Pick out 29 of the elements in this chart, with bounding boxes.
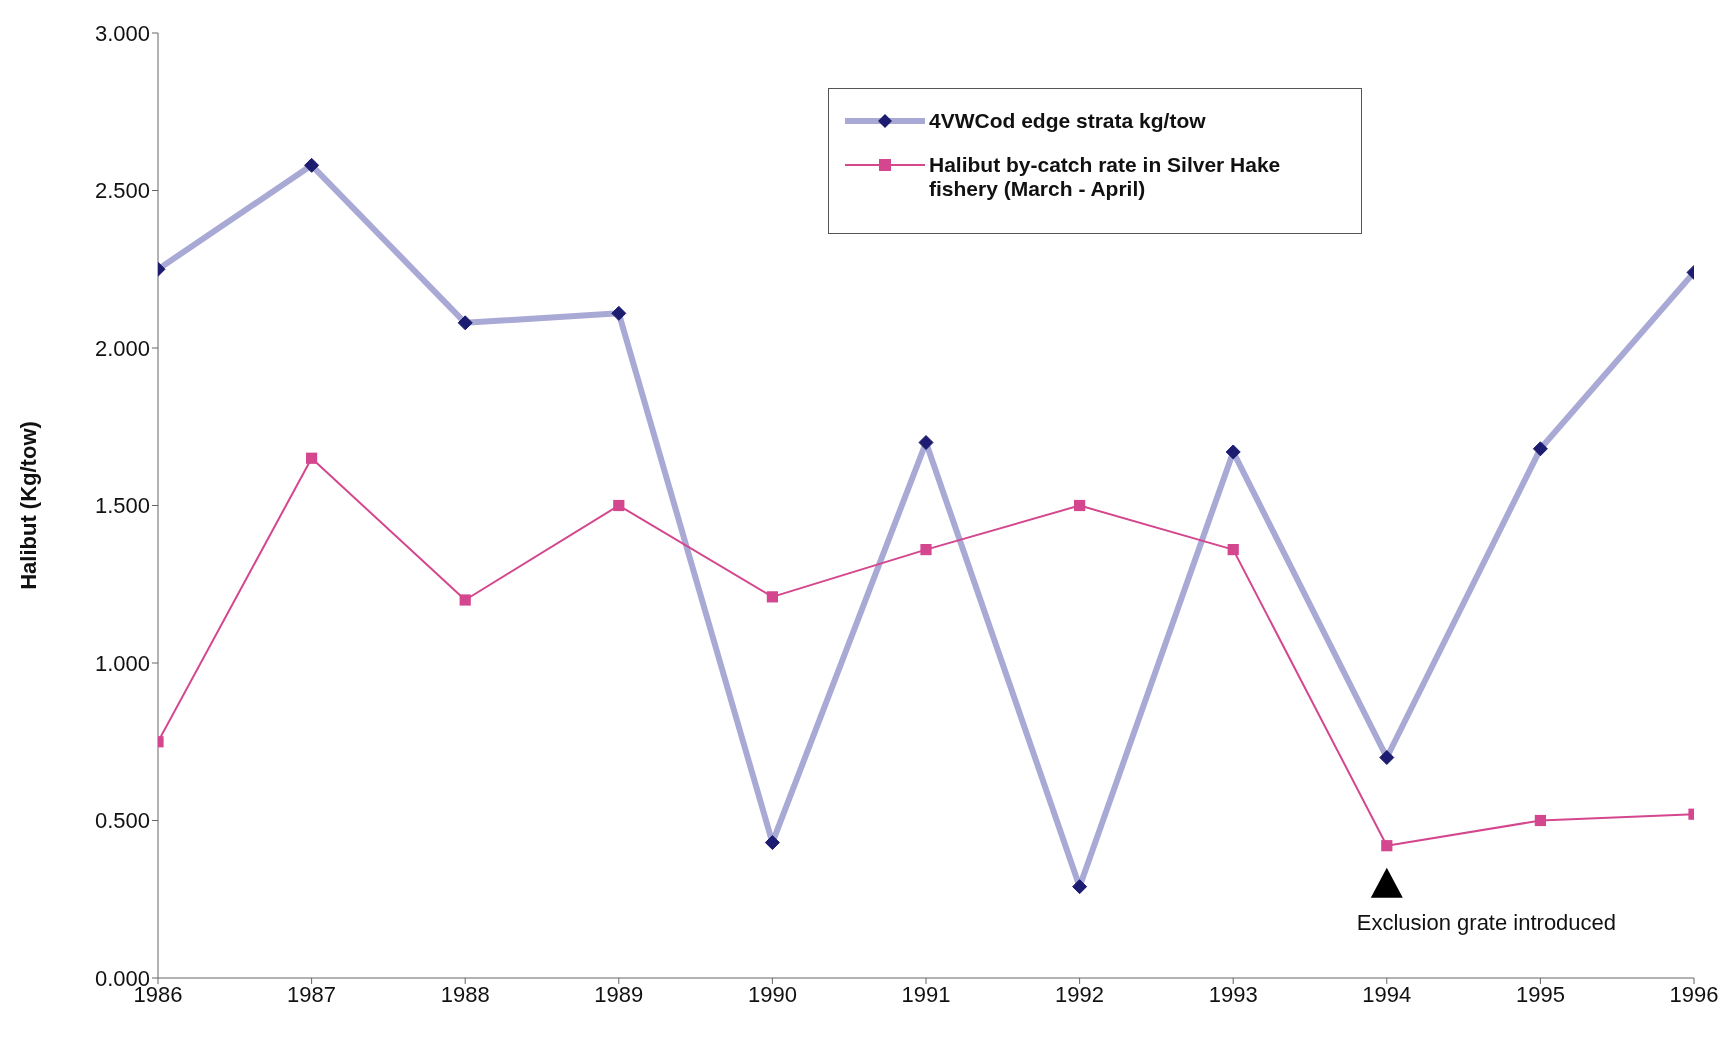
point <box>306 452 318 464</box>
y-tick-label: 1.500 <box>94 493 150 519</box>
x-tick-label: 1991 <box>901 981 951 1007</box>
point <box>613 499 625 512</box>
y-tick-label: 3.000 <box>94 20 150 46</box>
point <box>459 594 471 606</box>
x-tick-label: 1996 <box>1669 981 1719 1007</box>
y-axis-title: Halibut (Kg/tow) <box>15 421 41 590</box>
point <box>1381 840 1393 852</box>
annotation: Exclusion grate introduced <box>1356 909 1617 935</box>
y-tick-label: 2.000 <box>94 335 150 361</box>
y-tick-label: 0.500 <box>94 808 150 834</box>
x-tick-label: 1992 <box>1055 981 1105 1007</box>
y-tick-label: 2.500 <box>94 178 150 204</box>
y-tick-label: 1.000 <box>94 650 150 676</box>
point <box>920 544 932 556</box>
x-tick-label: 1993 <box>1208 981 1258 1007</box>
point <box>1227 544 1239 556</box>
point <box>766 591 778 603</box>
x-tick-label: 1990 <box>747 981 797 1007</box>
legend-label: Halibut by-catch rate in Silver Hake fishery (March - April) <box>929 153 1282 201</box>
x-tick-label: 1989 <box>594 981 644 1007</box>
legend-label: 4VWCod edge strata kg/tow <box>929 109 1206 133</box>
x-tick-label: 1988 <box>440 981 490 1007</box>
x-tick-label: 1987 <box>287 981 337 1007</box>
point <box>1074 499 1086 512</box>
point <box>1534 814 1546 827</box>
x-tick-label: 1994 <box>1362 981 1412 1007</box>
x-tick-label: 1995 <box>1515 981 1565 1007</box>
